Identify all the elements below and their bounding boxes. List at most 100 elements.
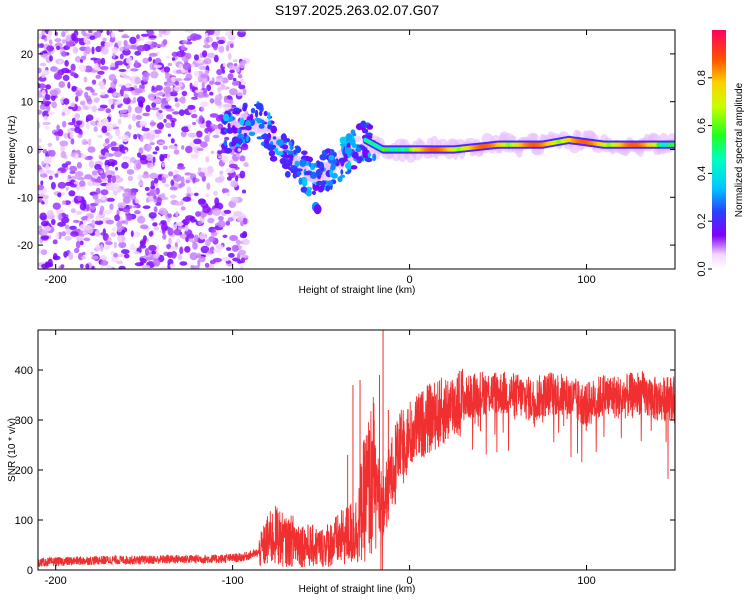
spectrogram-blob (173, 169, 179, 175)
spectrogram-blob (202, 44, 211, 49)
spectrogram-blob (193, 54, 200, 61)
spectrogram-blob (61, 120, 67, 128)
spectrogram-blob (123, 188, 132, 193)
spectrogram-blob (46, 45, 55, 52)
spectrogram-blob (38, 67, 42, 74)
spectrogram-signal-blob (305, 155, 310, 161)
snr-frame (37, 329, 676, 571)
spectrogram-blob (67, 122, 76, 126)
spectrogram-blob (65, 181, 72, 187)
spectrogram-blob (212, 208, 222, 216)
spectrogram-blob (160, 220, 167, 225)
spectrogram-blob (113, 252, 118, 258)
spectrogram-blob (173, 182, 179, 188)
spectrogram-blob (61, 200, 66, 205)
spectrogram-signal-blob (301, 150, 308, 156)
spectrogram-blob (229, 43, 234, 48)
spectrogram-blob (47, 142, 53, 147)
spectrogram-signal-blob (317, 185, 325, 192)
spectrogram-blob (193, 265, 200, 269)
spectrogram-signal-blob (327, 180, 334, 186)
spectrogram-blob (48, 175, 53, 180)
spectrogram-blob (203, 173, 213, 177)
spectrogram-blob (174, 80, 180, 86)
spectrogram-halo (659, 132, 668, 143)
spectrogram-blob (242, 88, 247, 96)
spectrogram-blob (153, 206, 158, 213)
spectrogram-blob (173, 86, 182, 92)
spectrogram-blob (115, 166, 119, 171)
spectrogram-blob (137, 216, 146, 224)
spectrogram-signal-blob (345, 133, 353, 141)
spectrogram-blob (80, 186, 86, 191)
spectrogram-blob (64, 200, 71, 206)
spectrogram-blob (44, 37, 48, 42)
spectrogram-blob (207, 249, 212, 254)
spectrogram-blob (208, 264, 215, 269)
spectrogram-signal-blob (336, 162, 340, 166)
spectrogram-blob (168, 171, 174, 177)
spectrogram-blob (226, 247, 232, 251)
spectrogram-blob (141, 127, 150, 132)
spectrogram-signal-blob (286, 138, 290, 143)
spectrogram-ylabel: Frequency (Hz) (7, 116, 18, 185)
spectrogram-signal-blob (350, 129, 356, 135)
spectrogram-blob (124, 218, 129, 225)
spectrogram-blob (166, 96, 171, 102)
spectrogram-blob (61, 51, 67, 57)
spectrogram-signal-blob (223, 113, 230, 122)
spectrogram-blob (64, 224, 70, 230)
spectrogram-ytick-label: 20 (21, 49, 33, 61)
spectrogram-blob (113, 150, 123, 158)
spectrogram-blob (173, 174, 182, 182)
spectrogram-blob (221, 257, 230, 262)
spectrogram-blob (196, 252, 202, 259)
spectrogram-blob (118, 83, 122, 87)
snr-panel: -200 -100 0 100 0 100 200 300 400 Height of stra… (7, 329, 676, 595)
spectrogram-blob (153, 226, 160, 231)
spectrogram-blob (48, 149, 56, 157)
spectrogram-blob (91, 219, 96, 227)
spectrogram-signal-blob (256, 136, 264, 140)
spectrogram-blob (79, 263, 84, 269)
spectrogram-blob (201, 213, 205, 219)
spectrogram-blob (104, 244, 111, 250)
spectrogram-signal-blob (267, 112, 271, 120)
spectrogram-blob (165, 122, 172, 129)
spectrogram-blob (163, 118, 167, 123)
spectrogram-blob (217, 123, 224, 130)
spectrogram-signal-blob (343, 153, 348, 161)
spectrogram-blob (110, 170, 116, 176)
spectrogram-blob (54, 73, 63, 80)
spectrogram-blob (100, 232, 106, 236)
spectrogram-blob (70, 63, 76, 72)
spectrogram-blob (181, 145, 185, 150)
spectrogram-blob (167, 227, 174, 236)
spectrogram-blob (176, 98, 184, 102)
spectrogram-blob (93, 182, 102, 186)
spectrogram-blob (152, 222, 158, 227)
spectrogram-blob (217, 39, 225, 45)
spectrogram-blob (38, 225, 42, 230)
spectrogram-blob (169, 91, 178, 97)
spectrogram-signal-blob (260, 119, 265, 124)
spectrogram-blob (139, 257, 145, 262)
spectrogram-blob (90, 89, 95, 93)
spectrogram-blob (107, 177, 112, 184)
spectrogram-blob (42, 50, 48, 54)
spectrogram-blob (204, 69, 210, 75)
spectrogram-signal-blob (319, 153, 328, 161)
spectrogram-blob (224, 136, 230, 141)
spectrogram-halo (354, 135, 362, 143)
spectrogram-blob (54, 31, 58, 37)
spectrogram-blob (122, 75, 130, 79)
spectrogram-blob (69, 131, 74, 139)
spectrogram-blob (52, 239, 58, 245)
spectrogram-blob (39, 212, 47, 221)
spectrogram-blob (190, 153, 199, 159)
spectrogram-blob (129, 205, 133, 209)
spectrogram-blob (207, 131, 211, 137)
spectrogram-blob (167, 153, 170, 162)
spectrogram-blob (85, 114, 94, 121)
